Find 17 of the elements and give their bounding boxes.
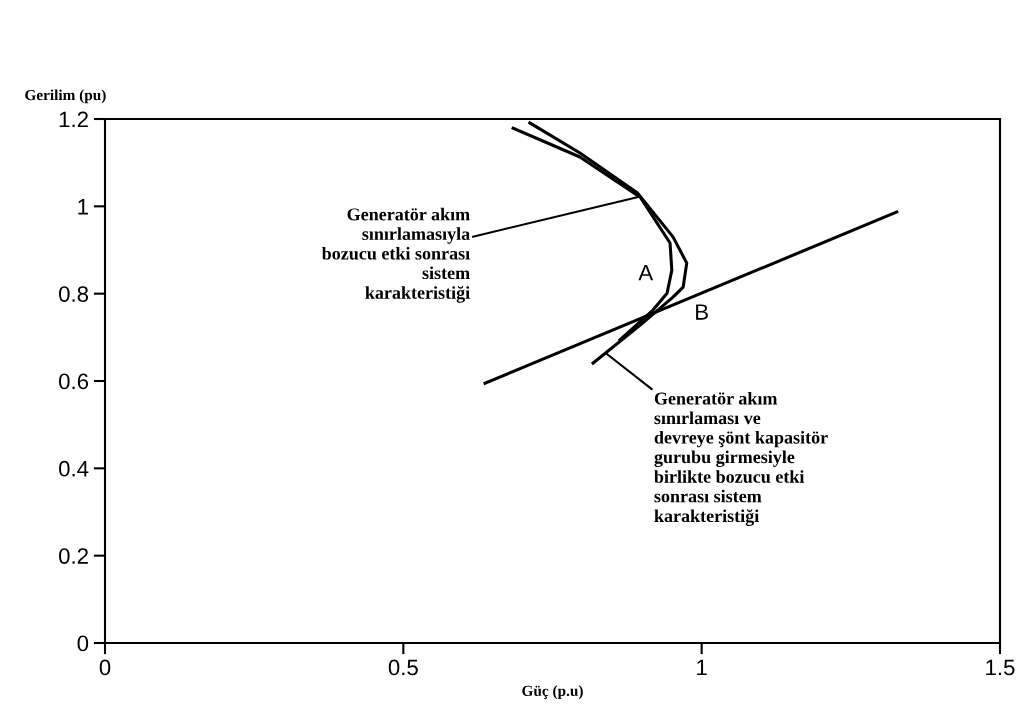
x-tick-label: 1 xyxy=(697,659,707,676)
y-tick-label: 0 xyxy=(77,635,89,652)
annotation: Generatör akım sınırlamasıyla bozucu etki sonrası sistem karakteristiği xyxy=(321,207,470,303)
annotation: Generatör akım sınırlaması ve devreye şönt kapasitör gurubu girmesiyle birlikte bozucu etki sonrası sistem karakteristiği xyxy=(654,391,828,526)
y-tick-label: 1.2 xyxy=(59,111,88,128)
x-tick-label: 1.5 xyxy=(986,659,1015,676)
y-axis-title: Gerilim (pu) xyxy=(25,89,106,104)
y-tick-label: 0.8 xyxy=(59,286,89,302)
y-tick-label: 0.6 xyxy=(59,373,89,390)
y-tick-label: 1 xyxy=(78,199,88,215)
annotation: B xyxy=(696,304,708,320)
y-tick-label: 0.2 xyxy=(59,548,88,564)
x-axis-title: Güç (p.u) xyxy=(522,685,583,700)
x-tick-label: 0.5 xyxy=(388,659,418,676)
annotation: A xyxy=(638,265,654,281)
y-tick-label: 0.4 xyxy=(59,460,89,477)
x-tick-label: 0 xyxy=(99,659,111,676)
